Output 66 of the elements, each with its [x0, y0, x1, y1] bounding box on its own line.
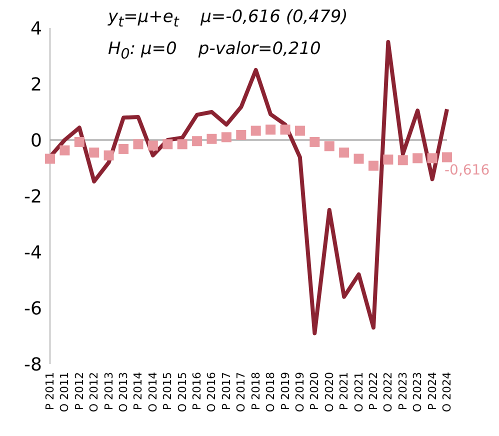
point [280, 124, 290, 135]
point [324, 141, 334, 152]
point [442, 152, 452, 162]
x-tick-label: P 2018 [249, 372, 262, 410]
x-tick-label: O 2011 [58, 372, 72, 412]
x-tick-label: O 2017 [234, 372, 248, 412]
x-tick-label: O 2022 [382, 372, 395, 412]
x-tick-label: P 2017 [220, 372, 233, 410]
point [118, 144, 129, 154]
x-tick-label: P 2014 [132, 372, 145, 410]
y-tick-label: 0 [30, 130, 42, 152]
y-tick-label: -2 [24, 186, 42, 208]
x-tick-label: O 2019 [293, 372, 306, 412]
y-tick-label: -6 [24, 298, 42, 320]
point [133, 139, 144, 150]
point [368, 160, 378, 171]
point [398, 155, 408, 166]
point [310, 136, 320, 147]
x-tick-label: P 2019 [278, 372, 292, 410]
point [206, 134, 217, 144]
x-tick-label: O 2023 [411, 372, 424, 412]
x-tick-label: P 2016 [190, 372, 204, 410]
point [104, 150, 114, 160]
y-tick-label: 4 [30, 18, 42, 40]
point [412, 153, 423, 164]
point [148, 140, 158, 151]
y-tick-label: -4 [24, 242, 42, 264]
point [339, 148, 350, 158]
point [236, 130, 246, 140]
x-tick-label: P 2013 [102, 372, 116, 410]
point [45, 154, 55, 164]
y-tick-label: 2 [30, 74, 42, 96]
point [177, 139, 188, 150]
point [354, 154, 364, 164]
point [383, 154, 394, 165]
x-tick-label: O 2013 [117, 372, 130, 412]
point [74, 136, 84, 147]
x-tick-label: O 2015 [176, 372, 189, 412]
point [162, 139, 173, 150]
point [221, 132, 232, 142]
x-tick-label: P 2021 [338, 372, 351, 410]
point [60, 145, 70, 156]
x-tick-label: P 2012 [72, 372, 86, 410]
point [192, 136, 202, 146]
point [250, 126, 261, 136]
x-tick-label: O 2018 [264, 372, 278, 412]
point [294, 126, 305, 136]
data-label: -0,616 [444, 162, 490, 179]
x-tick-label: O 2021 [352, 372, 366, 412]
point [89, 148, 100, 158]
x-tick-label: O 2020 [322, 372, 336, 412]
x-tick-label: P 2020 [308, 372, 322, 410]
point [427, 153, 438, 164]
x-tick-label: P 2011 [44, 372, 56, 410]
annotation: H$_{0}$: μ=0 p-valor=0,210 [108, 38, 322, 65]
x-tick-label: P 2024 [426, 372, 439, 410]
x-tick-label: P 2022 [366, 372, 380, 410]
point [266, 124, 276, 135]
x-tick-label: P 2023 [396, 372, 410, 410]
x-tick-label: O 2014 [146, 372, 160, 412]
x-tick-label: P 2015 [161, 372, 174, 410]
text: y$_{t}$=μ+e$_{t}$ μ=-0,616 (0,479) [108, 7, 348, 30]
x-tick-label: O 2024 [440, 372, 454, 412]
x-tick-label: O 2016 [205, 372, 218, 412]
x-tick-label: O 2012 [88, 372, 101, 412]
y-tick-label: -8 [24, 354, 42, 376]
